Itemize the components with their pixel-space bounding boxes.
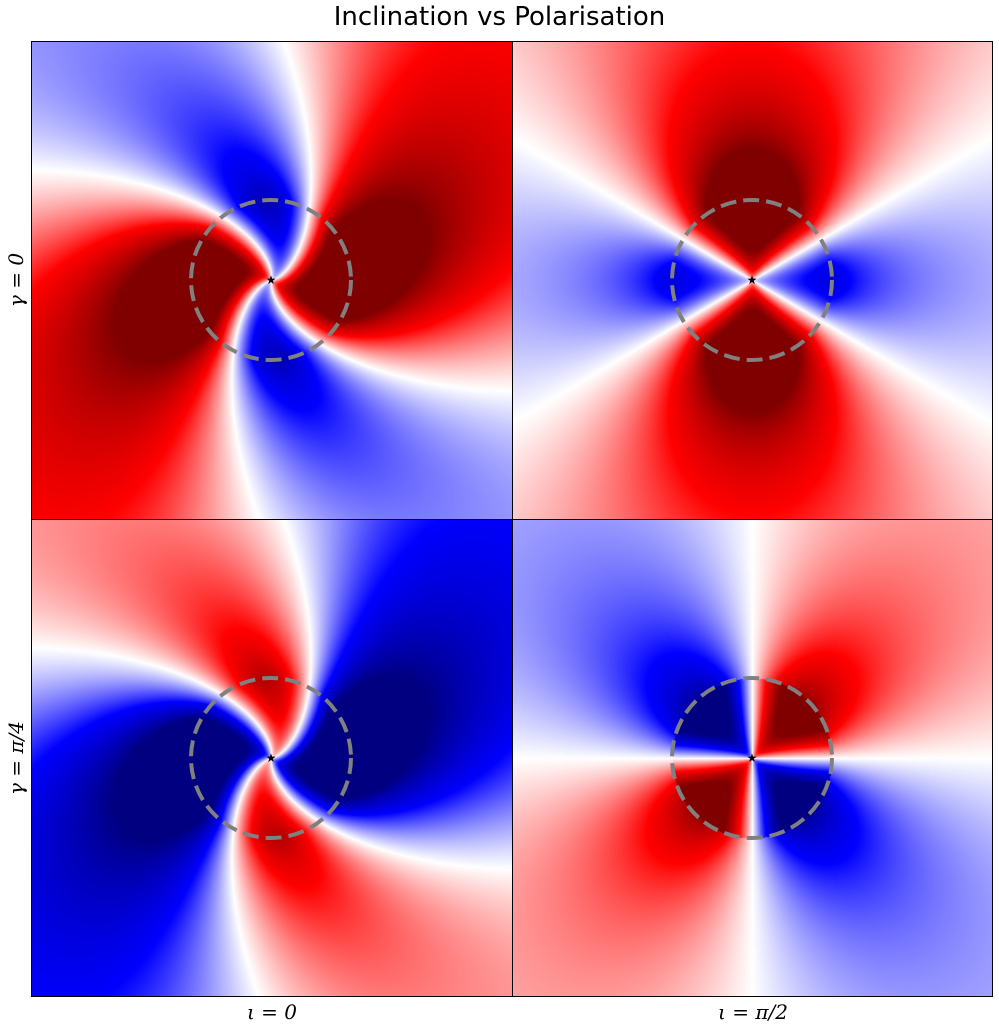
- heatmap-gamma-pi4-iota0: [31, 519, 512, 997]
- row-label-gamma-pi4: γ = π/4: [4, 720, 28, 796]
- dashed-circle: [189, 676, 353, 840]
- dashed-circle: [670, 676, 834, 840]
- star-marker: ★: [747, 273, 758, 287]
- panel-gamma-pi4-iota0: ★: [31, 519, 512, 997]
- chart-title: Inclination vs Polarisation: [333, 2, 666, 32]
- panel-gamma0-iota-pi2: ★: [512, 41, 993, 519]
- panel-gamma0-iota0: ★: [31, 41, 512, 519]
- col-label-iota-pi2: ι = π/2: [718, 1000, 788, 1024]
- panel-divider-horizontal: [31, 519, 993, 520]
- heatmap-gamma-pi4-iota-pi2: [512, 519, 993, 997]
- star-marker: ★: [266, 273, 277, 287]
- col-label-iota0: ι = 0: [246, 1000, 298, 1024]
- dashed-circle: [670, 198, 834, 362]
- overlay-gamma-pi4-iota-pi2: ★: [670, 676, 834, 840]
- star-marker: ★: [266, 751, 277, 765]
- dashed-circle: [189, 198, 353, 362]
- heatmap-gamma0-iota0: [31, 41, 512, 519]
- overlay-gamma0-iota0: ★: [189, 198, 353, 362]
- overlay-gamma-pi4-iota0: ★: [189, 676, 353, 840]
- panel-grid: ★ ★ ★ ★: [31, 41, 993, 997]
- row-label-gamma0: γ = 0: [4, 252, 28, 308]
- overlay-gamma0-iota-pi2: ★: [670, 198, 834, 362]
- heatmap-gamma0-iota-pi2: [512, 41, 993, 519]
- panel-gamma-pi4-iota-pi2: ★: [512, 519, 993, 997]
- star-marker: ★: [747, 751, 758, 765]
